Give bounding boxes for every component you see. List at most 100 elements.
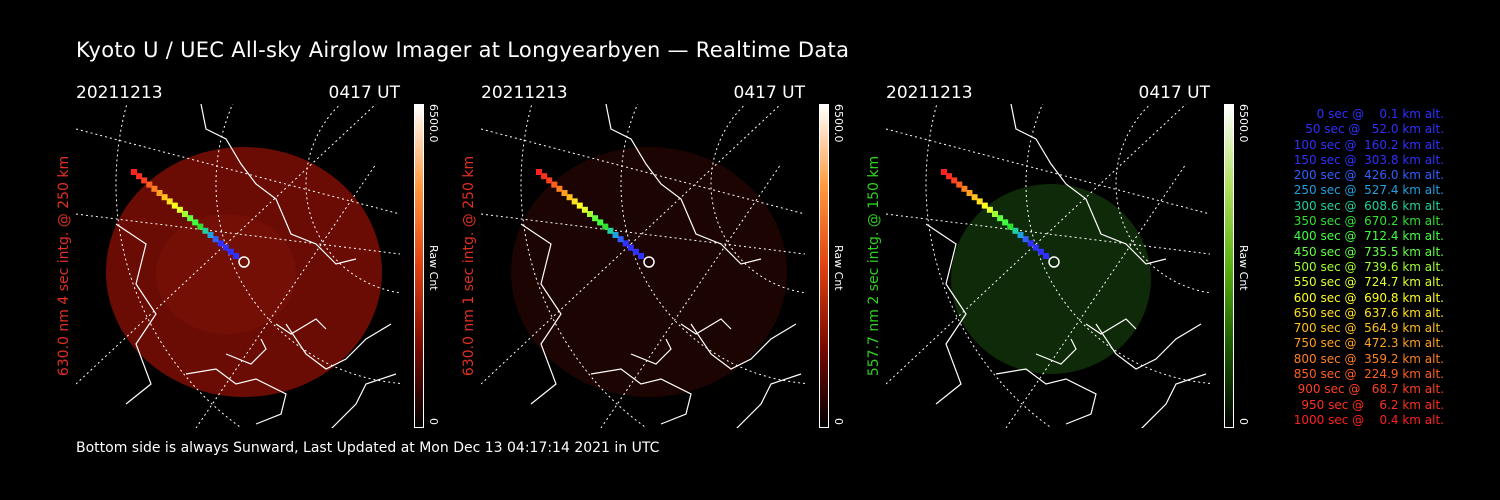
satellite-track	[941, 169, 1060, 268]
legend-row: 1000 sec @ 0.4 km alt.	[1293, 412, 1444, 427]
legend-row: 600 sec @ 690.8 km alt.	[1289, 290, 1444, 305]
track-marker	[632, 248, 639, 255]
panel-1-ylabel: 630.0 nm 4 sec intg. @ 250 km	[54, 104, 74, 428]
station-marker	[238, 256, 250, 268]
legend-row: 250 sec @ 527.4 km alt.	[1289, 183, 1444, 198]
panel-2-date: 20211213	[481, 83, 568, 103]
panel-2-cbar-min: 0	[832, 418, 845, 425]
legend-row: 450 sec @ 735.5 km alt.	[1289, 244, 1444, 259]
panel-1-ylabel-text: 630.0 nm 4 sec intg. @ 250 km	[56, 155, 72, 377]
track-marker	[951, 177, 958, 184]
track-marker	[227, 248, 234, 255]
track-marker	[941, 169, 947, 175]
legend-row: 650 sec @ 637.6 km alt.	[1289, 305, 1444, 320]
track-marker	[1017, 232, 1024, 238]
airglow-bright-region	[156, 214, 296, 334]
track-marker	[222, 244, 229, 251]
track-marker	[622, 240, 629, 247]
legend-row: 100 sec @ 160.2 km alt.	[1289, 137, 1444, 152]
airglow-disk	[511, 147, 787, 397]
track-marker	[627, 244, 634, 251]
station-marker	[1048, 256, 1060, 268]
track-marker	[541, 173, 548, 180]
track-marker	[602, 223, 609, 230]
panel-3-time: 0417 UT	[1138, 83, 1211, 103]
track-marker	[956, 181, 963, 188]
track-marker	[192, 219, 199, 226]
track-marker	[131, 169, 137, 175]
track-marker	[576, 202, 583, 209]
track-marker	[146, 181, 153, 188]
panel-3-sky-image	[886, 104, 1210, 428]
panel-2-sky-image	[481, 104, 805, 428]
legend-row: 700 sec @ 564.9 km alt.	[1289, 321, 1444, 336]
panel-3-colorbar	[1224, 104, 1234, 428]
footer-note: Bottom side is always Sunward, Last Upda…	[76, 440, 660, 456]
track-marker	[1027, 240, 1034, 247]
legend-row: 550 sec @ 724.7 km alt.	[1289, 275, 1444, 290]
page-title: Kyoto U / UEC All-sky Airglow Imager at …	[76, 38, 850, 62]
panel-1-colorbar	[414, 104, 424, 428]
coastline	[925, 104, 1207, 428]
panel-2-colorbar	[819, 104, 829, 428]
track-marker	[233, 253, 239, 259]
legend-row: 900 sec @ 68.7 km alt.	[1293, 382, 1444, 397]
track-marker	[217, 240, 224, 247]
track-marker	[946, 173, 953, 180]
coastline	[115, 104, 397, 428]
track-marker	[571, 198, 578, 205]
track-marker	[992, 211, 998, 217]
legend-row: 50 sec @ 52.0 km alt.	[1297, 122, 1444, 137]
grid-lines	[481, 104, 805, 428]
panel-1-cbar-min: 0	[427, 418, 440, 425]
track-marker	[136, 173, 143, 180]
panel-3-ylabel-text: 557.7 nm 2 sec intg. @ 150 km	[866, 155, 882, 377]
track-marker	[536, 169, 542, 175]
track-marker	[1002, 219, 1009, 226]
track-marker	[1037, 248, 1044, 255]
track-marker	[187, 215, 194, 222]
legend-row: 350 sec @ 670.2 km alt.	[1289, 214, 1444, 229]
legend-row: 750 sec @ 472.3 km alt.	[1289, 336, 1444, 351]
legend-row: 850 sec @ 224.9 km alt.	[1289, 367, 1444, 382]
panel-2-ylabel: 630.0 nm 1 sec intg. @ 250 km	[459, 104, 479, 428]
legend-row: 950 sec @ 6.2 km alt.	[1297, 397, 1444, 412]
track-marker	[151, 185, 158, 192]
legend-row: 200 sec @ 426.0 km alt.	[1289, 168, 1444, 183]
track-marker	[981, 202, 988, 209]
track-marker	[161, 194, 168, 201]
panel-1-sky-image	[76, 104, 400, 428]
legend-row: 150 sec @ 303.8 km alt.	[1289, 152, 1444, 167]
station-marker	[643, 256, 655, 268]
panel-2-ylabel-text: 630.0 nm 1 sec intg. @ 250 km	[461, 155, 477, 377]
track-marker	[976, 198, 983, 205]
track-marker	[617, 236, 624, 243]
coastline	[520, 104, 802, 428]
track-marker	[561, 190, 568, 196]
legend-row: 400 sec @ 712.4 km alt.	[1289, 229, 1444, 244]
legend-row: 500 sec @ 739.6 km alt.	[1289, 259, 1444, 274]
track-marker	[1007, 223, 1014, 230]
time-altitude-legend: 0 sec @ 0.1 km alt. 50 sec @ 52.0 km alt…	[1254, 107, 1444, 428]
panel-1-date: 20211213	[76, 83, 163, 103]
track-marker	[1022, 236, 1029, 243]
legend-row: 800 sec @ 359.2 km alt.	[1289, 351, 1444, 366]
track-marker	[587, 211, 593, 217]
track-marker	[961, 185, 968, 192]
track-marker	[592, 215, 599, 222]
legend-row: 300 sec @ 608.6 km alt.	[1289, 198, 1444, 213]
track-marker	[546, 177, 553, 184]
track-marker	[556, 185, 563, 192]
legend-row: 0 sec @ 0.1 km alt.	[1305, 107, 1444, 121]
track-marker	[566, 194, 573, 201]
satellite-track	[131, 169, 250, 268]
track-marker	[166, 198, 173, 205]
track-marker	[638, 253, 644, 259]
track-marker	[597, 219, 604, 226]
track-marker	[607, 227, 614, 234]
satellite-track	[536, 169, 655, 268]
track-marker	[212, 236, 219, 243]
track-marker	[1012, 227, 1019, 234]
track-marker	[551, 181, 558, 188]
track-marker	[966, 190, 973, 196]
